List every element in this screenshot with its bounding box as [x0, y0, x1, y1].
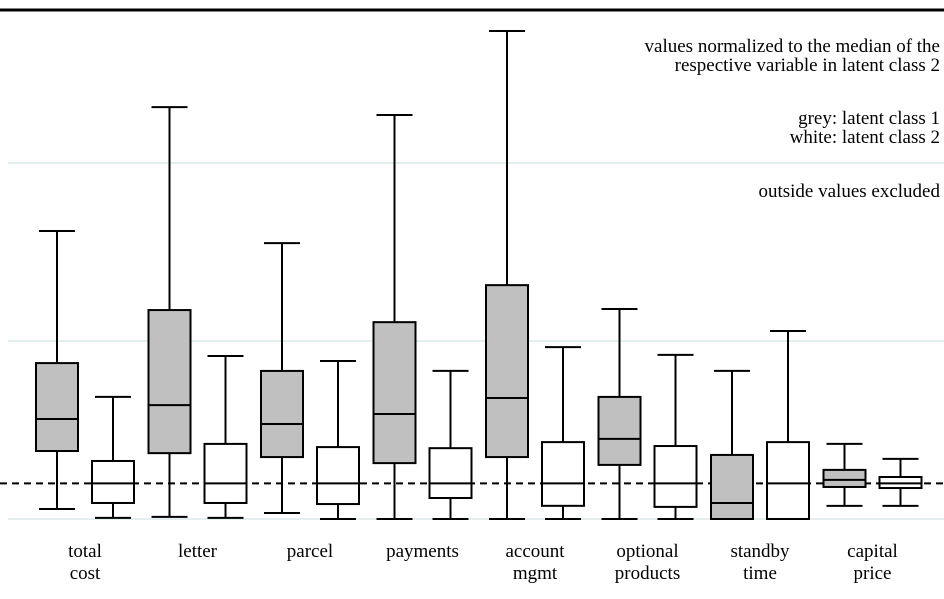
whisker-low	[826, 486, 863, 507]
whisker-high	[714, 369, 750, 455]
category-label: account mgmt	[505, 541, 565, 584]
whisker-high	[826, 442, 863, 470]
category-label: standby time	[730, 541, 790, 584]
box	[260, 369, 304, 459]
whisker-high	[489, 30, 525, 286]
whisker-high	[151, 106, 188, 311]
box	[822, 468, 867, 488]
box	[91, 459, 135, 504]
whisker-high	[601, 307, 638, 397]
whisker-low	[489, 457, 525, 520]
whisker-high	[95, 395, 131, 461]
whisker-low	[657, 506, 694, 520]
box	[147, 309, 192, 455]
box	[203, 442, 248, 504]
category-label: parcel	[287, 541, 333, 562]
category-label: total cost	[68, 541, 102, 584]
whisker-high	[770, 330, 806, 443]
box	[653, 445, 698, 508]
annotation: white: latent class 2	[790, 127, 940, 148]
whisker-low	[151, 453, 188, 518]
whisker-low	[882, 488, 919, 507]
box	[372, 321, 417, 465]
whisker-high	[545, 346, 581, 443]
whisker-high	[264, 242, 300, 371]
whisker-low	[320, 504, 356, 520]
whisker-high	[39, 230, 75, 364]
whisker-high	[432, 369, 469, 449]
box	[485, 284, 529, 459]
whisker-low	[432, 497, 469, 520]
whisker-low	[39, 451, 75, 511]
box	[541, 441, 585, 507]
whisker-high	[207, 354, 244, 444]
box	[597, 395, 642, 466]
whisker-high	[320, 359, 356, 448]
category-label: optional products	[615, 541, 680, 584]
whisker-low	[264, 457, 300, 514]
box	[316, 446, 360, 506]
box	[428, 447, 473, 499]
whisker-low	[207, 502, 244, 519]
box	[710, 453, 754, 521]
annotation: respective variable in latent class 2	[675, 55, 940, 76]
box	[35, 362, 79, 453]
whisker-low	[545, 505, 581, 520]
box	[766, 441, 810, 521]
whisker-high	[657, 353, 694, 447]
annotation: outside values excluded	[758, 181, 940, 202]
annotation: grey: latent class 1	[798, 108, 940, 129]
annotation: values normalized to the median of the	[645, 36, 940, 57]
whisker-low	[95, 502, 131, 519]
whisker-low	[376, 463, 413, 520]
whisker-high	[376, 114, 413, 323]
category-label: capital price	[847, 541, 898, 584]
whisker-high	[882, 457, 919, 477]
category-label: letter	[178, 541, 218, 562]
category-label: payments	[386, 541, 459, 562]
whisker-low	[601, 464, 638, 520]
